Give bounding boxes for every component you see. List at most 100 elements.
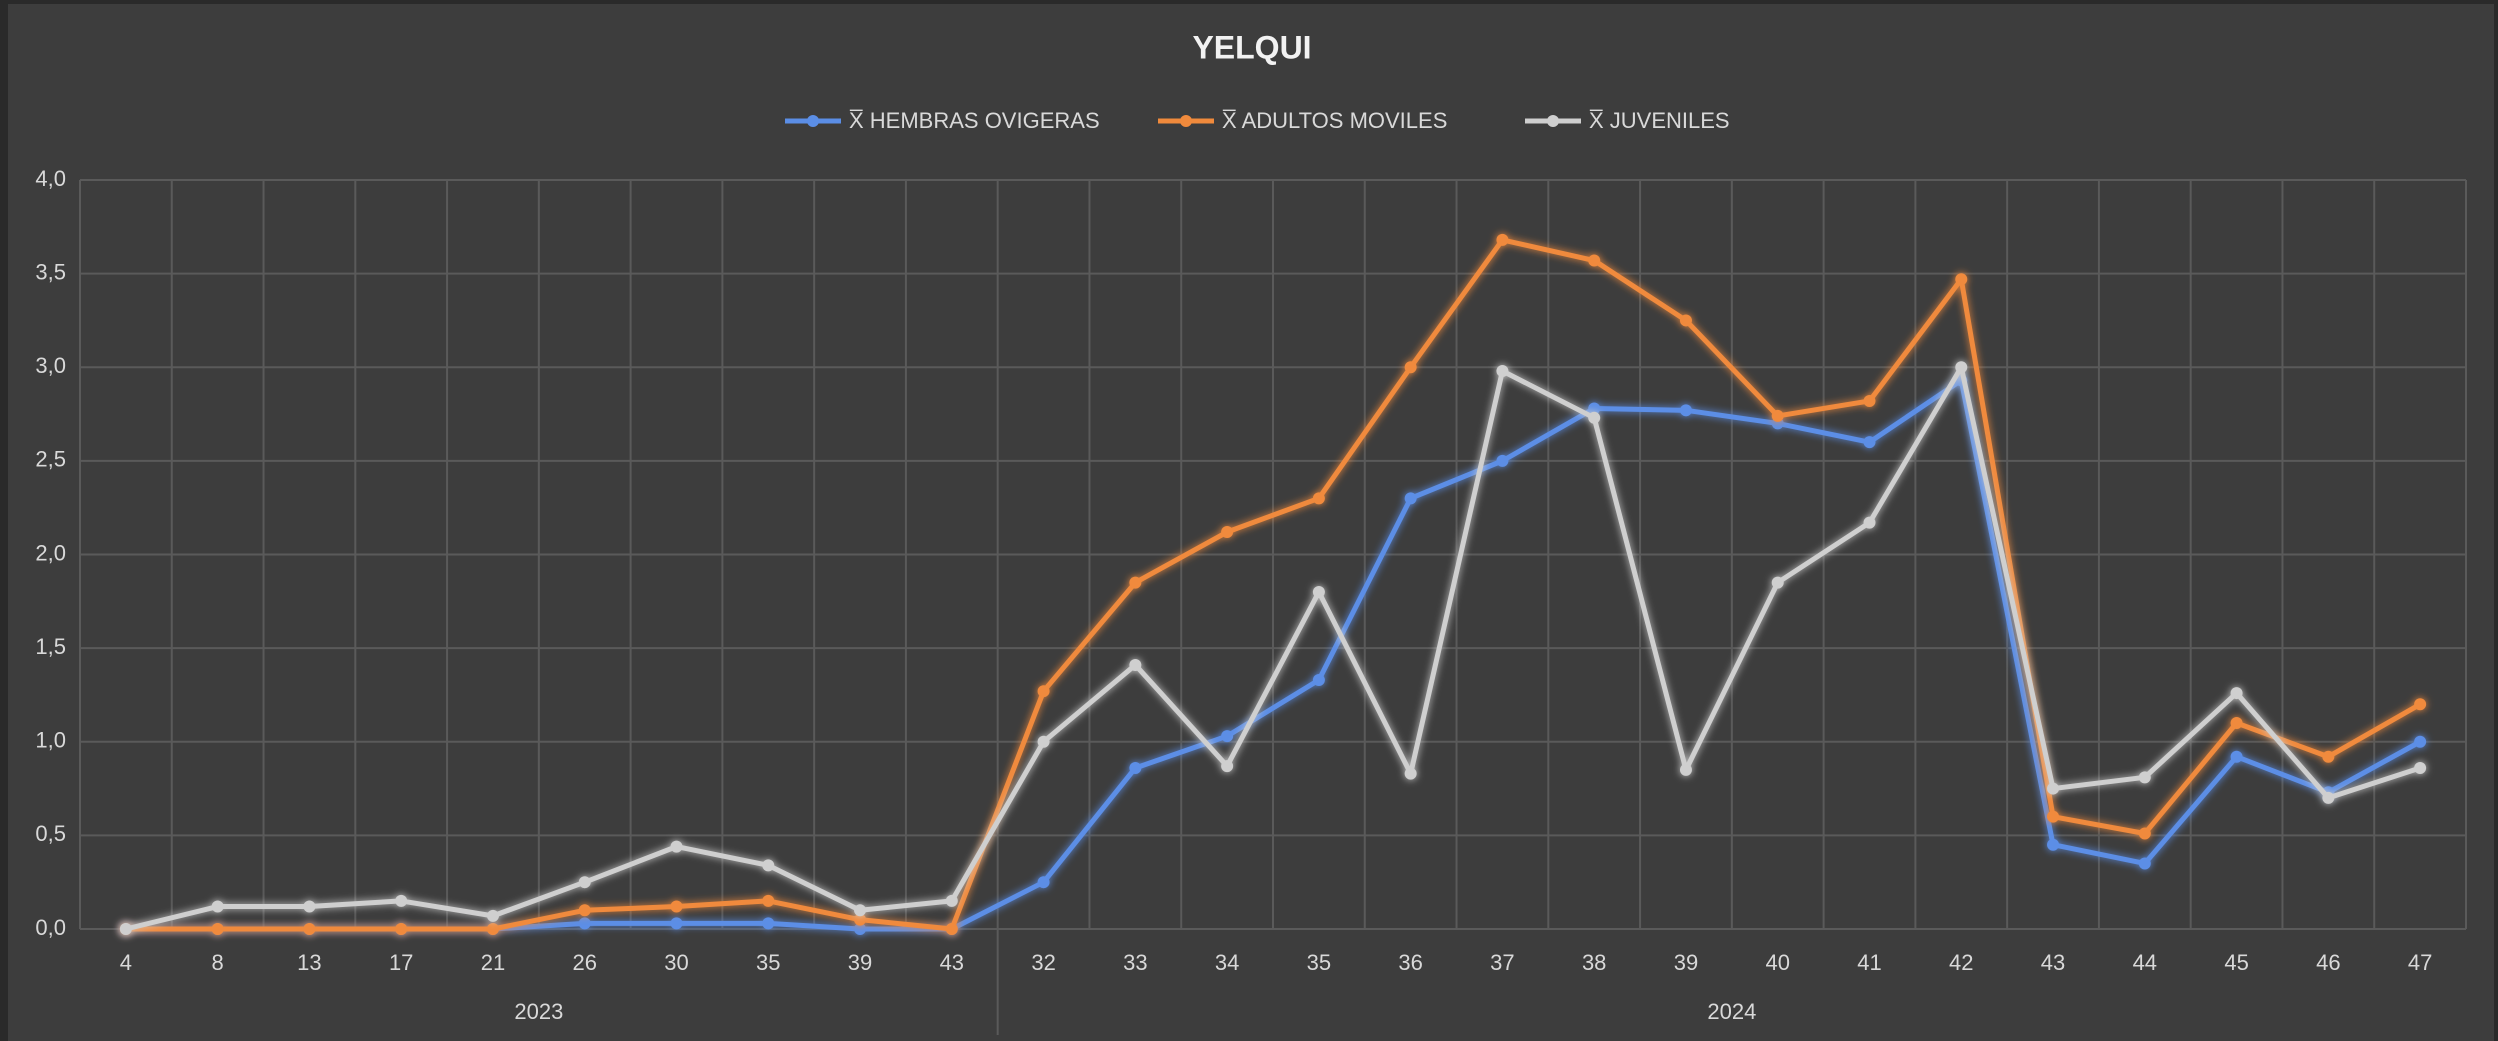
x-tick-label: 8	[212, 950, 224, 975]
x-group-label: 2024	[1707, 999, 1756, 1024]
data-point	[2138, 827, 2151, 840]
x-tick-label: 47	[2408, 950, 2432, 975]
data-point	[578, 917, 591, 930]
x-tick-label: 39	[848, 950, 872, 975]
data-point	[1588, 411, 1601, 424]
data-point	[486, 909, 499, 922]
data-point	[1404, 492, 1417, 505]
x-tick-label: 30	[664, 950, 688, 975]
data-point	[762, 894, 775, 907]
x-tick-label: 37	[1490, 950, 1514, 975]
data-point	[1496, 364, 1509, 377]
data-point	[1129, 761, 1142, 774]
data-point	[1404, 767, 1417, 780]
series-line	[125, 364, 2421, 932]
x-tick-label: 26	[572, 950, 596, 975]
data-point	[2414, 698, 2427, 711]
y-tick-label: 2,5	[35, 447, 66, 472]
data-point	[2322, 750, 2335, 763]
data-point	[2047, 810, 2060, 823]
data-point	[211, 900, 224, 913]
data-point	[1129, 658, 1142, 671]
data-point	[2047, 782, 2060, 795]
y-tick-label: 4,0	[35, 166, 66, 191]
x-tick-label: 35	[756, 950, 780, 975]
x-tick-label: 43	[940, 950, 964, 975]
data-point	[119, 923, 132, 935]
data-point	[395, 894, 408, 907]
y-tick-label: 0,0	[35, 915, 66, 940]
data-point	[1679, 314, 1692, 327]
x-tick-label: 32	[1031, 950, 1055, 975]
legend-label: X̅ HEMBRAS OVIGERAS	[849, 108, 1100, 133]
x-tick-label: 33	[1123, 950, 1147, 975]
x-tick-label: 43	[2041, 950, 2065, 975]
data-point	[395, 923, 408, 935]
data-point	[1955, 273, 1968, 286]
y-tick-label: 3,0	[35, 353, 66, 378]
x-tick-label: 42	[1949, 950, 1973, 975]
data-point	[1496, 233, 1509, 246]
legend-marker	[1547, 115, 1559, 127]
data-point	[1863, 394, 1876, 407]
data-point	[1221, 730, 1234, 743]
x-tick-label: 38	[1582, 950, 1606, 975]
data-point	[762, 917, 775, 930]
data-point	[1588, 254, 1601, 267]
data-point	[670, 917, 683, 930]
data-point	[670, 900, 683, 913]
data-point	[211, 923, 224, 935]
x-tick-label: 17	[389, 950, 413, 975]
y-tick-label: 3,5	[35, 259, 66, 284]
y-tick-label: 2,0	[35, 540, 66, 565]
data-point	[1221, 760, 1234, 773]
data-point	[2414, 761, 2427, 774]
data-point	[2414, 735, 2427, 748]
data-point	[2230, 687, 2243, 700]
legend-marker	[807, 115, 819, 127]
x-tick-label: 39	[1674, 950, 1698, 975]
legend-label: X̅ ADULTOS MOVILES	[1222, 108, 1447, 133]
data-point	[945, 894, 958, 907]
data-point	[670, 840, 683, 853]
legend-label: X̅ JUVENILES	[1589, 108, 1730, 133]
data-point	[1679, 763, 1692, 776]
x-tick-label: 4	[120, 950, 132, 975]
data-point	[303, 923, 316, 935]
data-point	[1771, 576, 1784, 589]
data-point	[578, 876, 591, 889]
data-point	[1037, 876, 1050, 889]
x-tick-label: 40	[1765, 950, 1789, 975]
data-point	[1129, 576, 1142, 589]
data-point	[303, 900, 316, 913]
x-tick-label: 34	[1215, 950, 1239, 975]
x-tick-label: 36	[1398, 950, 1422, 975]
x-group-label: 2023	[514, 999, 563, 1024]
data-point	[1863, 516, 1876, 529]
x-tick-label: 35	[1307, 950, 1331, 975]
data-point	[1312, 492, 1325, 505]
data-point	[2322, 791, 2335, 804]
data-point	[1588, 402, 1601, 415]
y-tick-label: 0,5	[35, 821, 66, 846]
data-point	[1863, 436, 1876, 449]
data-point	[1037, 735, 1050, 748]
data-point	[854, 913, 867, 926]
x-tick-label: 45	[2224, 950, 2248, 975]
data-point	[854, 904, 867, 917]
data-point	[1312, 673, 1325, 686]
x-tick-label: 46	[2316, 950, 2340, 975]
data-point	[578, 904, 591, 917]
data-point	[945, 923, 958, 935]
x-tick-label: 41	[1857, 950, 1881, 975]
data-point	[1679, 404, 1692, 417]
data-point	[2138, 857, 2151, 870]
data-point	[1955, 361, 1968, 374]
data-point	[1221, 526, 1234, 539]
data-point	[1312, 585, 1325, 598]
data-point	[2230, 717, 2243, 730]
data-point	[762, 859, 775, 872]
data-point	[1496, 454, 1509, 467]
series	[119, 361, 2427, 935]
